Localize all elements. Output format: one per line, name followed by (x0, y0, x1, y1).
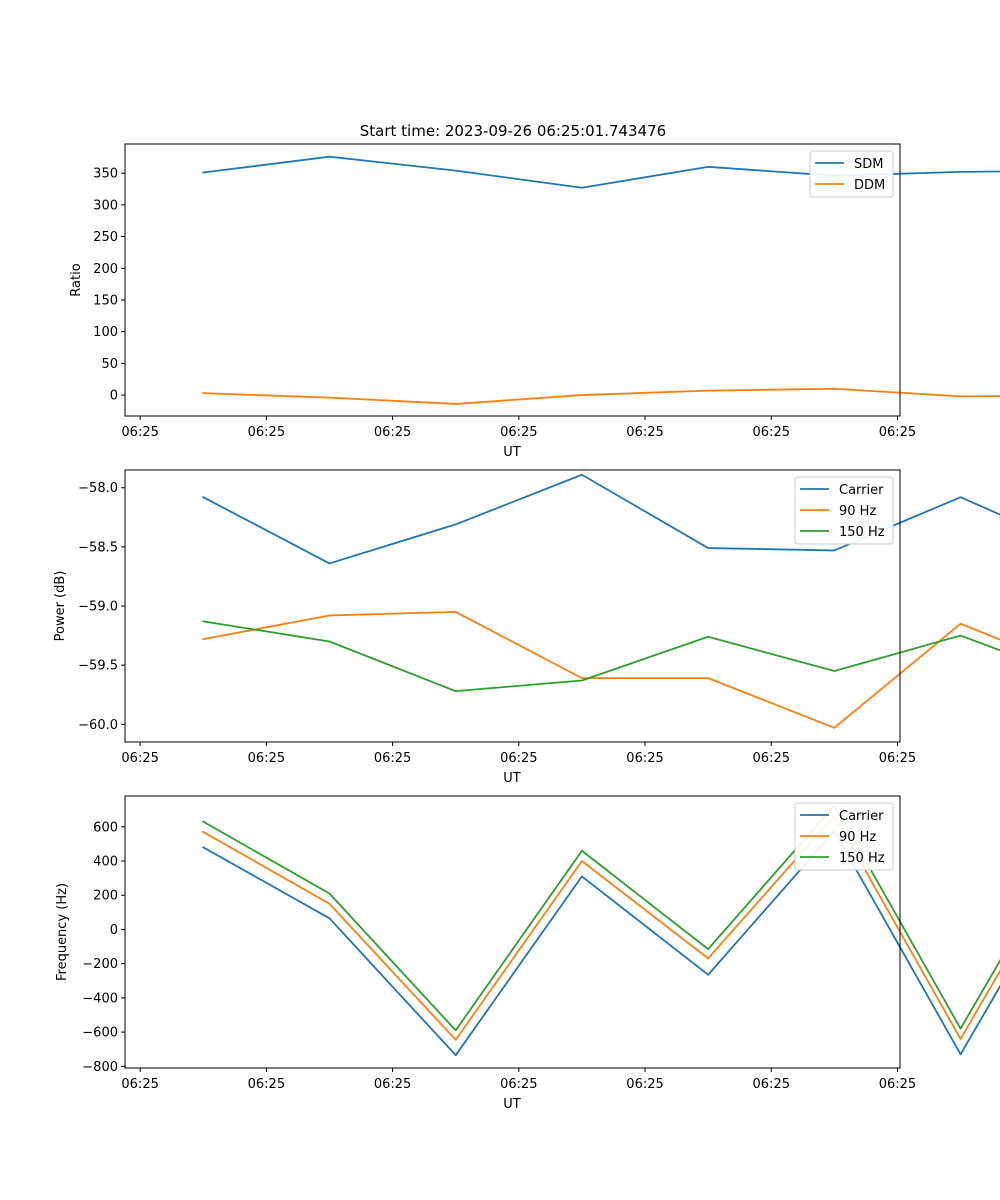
axes-frame (124, 795, 901, 1069)
y-tick-label: −58.5 (78, 540, 118, 555)
legend-label-sdm: SDM (854, 157, 883, 172)
legend-frame (794, 802, 894, 871)
legend: Carrier 90 Hz 150 Hz (794, 476, 894, 545)
x-tick-label: 06:25 (374, 425, 411, 440)
y-tick-label: −600 (82, 1026, 118, 1041)
y-tick-label: −59.5 (78, 659, 118, 674)
x-tick-label: 06:25 (879, 425, 916, 440)
y-tick-label: −60.0 (78, 718, 118, 733)
y-tick-label: 300 (93, 198, 118, 213)
x-tick-label: 06:25 (500, 425, 537, 440)
y-tick-label: −200 (82, 957, 118, 972)
ratio-chart-panel: Start time: 2023-09-26 06:25:01.743476 0… (69, 122, 1000, 460)
legend-frame (794, 476, 894, 545)
x-axis-label: UT (503, 771, 521, 786)
x-tick-label: 06:25 (626, 425, 663, 440)
power-chart-panel: −60.0 −59.5 −59.0 −58.5 −58.0 06:25 06:25 06:25… (53, 469, 1000, 786)
legend-label-carrier: Carrier (839, 809, 884, 824)
series-line-carrier (202, 473, 1000, 565)
series-line-ddm (202, 387, 1000, 405)
y-tick-label: 0 (110, 923, 118, 938)
x-tick-label: 06:25 (626, 751, 663, 766)
y-tick-label: 250 (93, 230, 118, 245)
series-line-150-hz (202, 620, 1000, 693)
x-tick-label: 06:25 (248, 1077, 285, 1092)
y-axis-label: Frequency (Hz) (55, 883, 70, 981)
legend-label-150hz: 150 Hz (839, 525, 885, 540)
x-tick-label: 06:25 (879, 1077, 916, 1092)
legend-label-90hz: 90 Hz (839, 504, 876, 519)
x-tick-label: 06:25 (248, 751, 285, 766)
y-axis-label: Ratio (69, 263, 84, 296)
ratio-chart-plot: 0 50 100 150 200 250 300 350 06:25 06:25 06:25 06:2… (93, 143, 1000, 440)
x-tick-label: 06:25 (374, 1077, 411, 1092)
x-axis-label: UT (503, 445, 521, 460)
legend-label-carrier: Carrier (839, 483, 884, 498)
y-tick-label: 200 (93, 889, 118, 904)
y-tick-label: 100 (93, 325, 118, 340)
y-tick-label: 150 (93, 293, 118, 308)
series-line-90-hz (202, 814, 1000, 1041)
x-tick-label: 06:25 (374, 751, 411, 766)
series-line-sdm (202, 155, 1000, 189)
y-tick-label: 600 (93, 820, 118, 835)
axes-frame (124, 143, 901, 417)
y-axis-label: Power (dB) (53, 571, 68, 642)
y-tick-label: −59.0 (78, 600, 118, 615)
legend-label-150hz: 150 Hz (839, 851, 885, 866)
legend-label-ddm: DDM (854, 178, 885, 193)
x-tick-label: 06:25 (626, 1077, 663, 1092)
y-tick-label: 50 (101, 357, 118, 372)
x-tick-label: 06:25 (500, 751, 537, 766)
x-tick-label: 06:25 (500, 1077, 537, 1092)
x-tick-label: 06:25 (121, 1077, 158, 1092)
y-tick-label: −800 (82, 1060, 118, 1075)
y-tick-label: 200 (93, 262, 118, 277)
series-line-150-hz (202, 804, 1000, 1032)
x-axis-label: UT (503, 1097, 521, 1112)
y-tick-label: 350 (93, 167, 118, 182)
y-tick-label: 0 (110, 389, 118, 404)
x-tick-label: 06:25 (753, 1077, 790, 1092)
y-tick-label: −400 (82, 991, 118, 1006)
x-tick-label: 06:25 (121, 425, 158, 440)
legend-label-90hz: 90 Hz (839, 830, 876, 845)
x-tick-label: 06:25 (753, 751, 790, 766)
frequency-chart-panel: −800 −600 −400 −200 0 200 400 600 06:25 06:25 06:2… (55, 795, 1000, 1112)
x-tick-label: 06:25 (753, 425, 790, 440)
chart-title: Start time: 2023-09-26 06:25:01.743476 (360, 122, 666, 140)
legend: SDM DDM (809, 150, 894, 198)
power-chart-plot: −60.0 −59.5 −59.0 −58.5 −58.0 06:25 06:25 06:25… (78, 469, 1000, 766)
x-tick-label: 06:25 (248, 425, 285, 440)
x-tick-label: 06:25 (121, 751, 158, 766)
frequency-chart-plot: −800 −600 −400 −200 0 200 400 600 06:25 06:25 06:2… (82, 795, 1000, 1092)
x-tick-label: 06:25 (879, 751, 916, 766)
legend: Carrier 90 Hz 150 Hz (794, 802, 894, 871)
series-line-carrier (202, 830, 1000, 1057)
y-tick-label: −58.0 (78, 481, 118, 496)
y-tick-label: 400 (93, 855, 118, 870)
